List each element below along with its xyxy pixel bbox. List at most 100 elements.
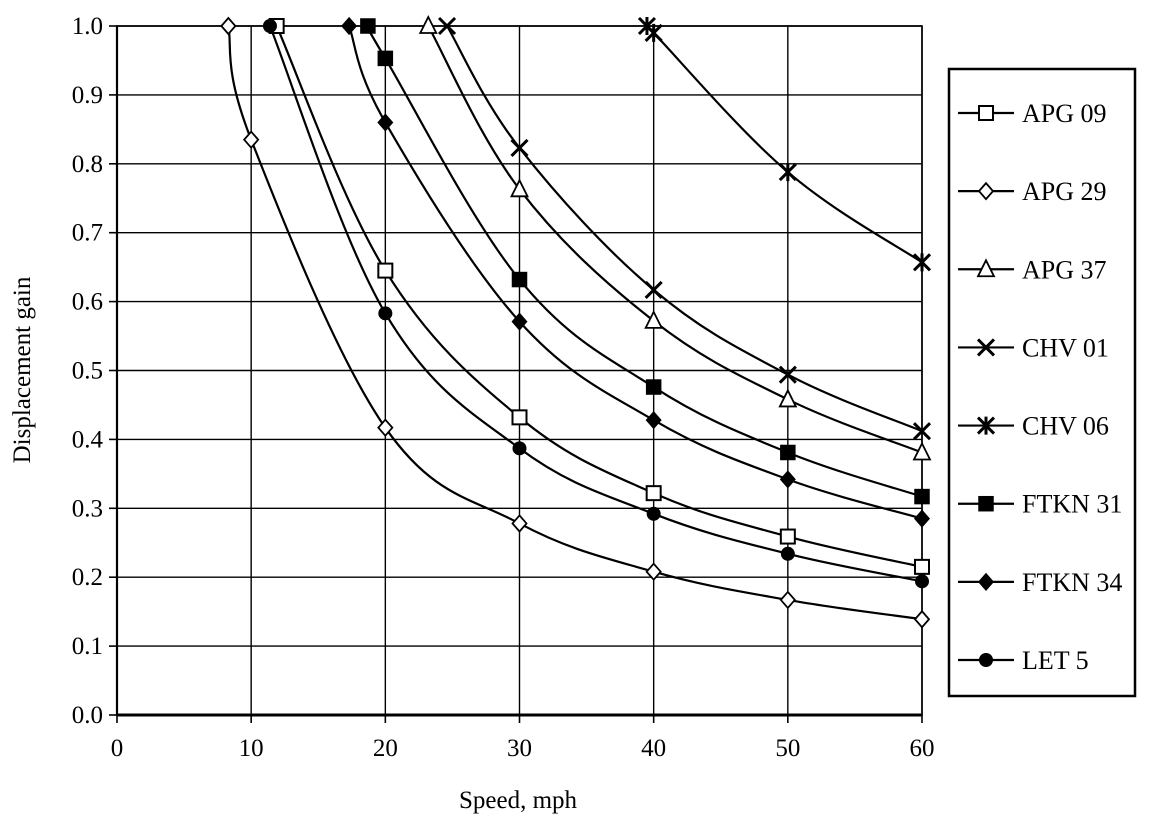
data-point-apg-09 (377, 262, 394, 279)
series-line-apg-37 (427, 25, 923, 454)
series-chv-06 (637, 16, 932, 272)
legend-entry-apg-09: APG 09 (958, 99, 1107, 128)
data-point-ftkn-34 (779, 470, 796, 489)
y-tick-label: 0.0 (72, 702, 103, 729)
y-tick-label: 0.4 (72, 426, 104, 453)
data-point-chv-01 (644, 280, 663, 299)
data-point-apg-29 (511, 514, 528, 533)
series-ftkn-34 (341, 16, 930, 528)
data-point-ftkn-31 (377, 50, 394, 67)
x-tick-label: 0 (111, 735, 124, 762)
series-chv-01 (437, 16, 932, 441)
data-point-let-5 (646, 506, 661, 521)
data-point-apg-09 (645, 485, 662, 502)
legend-entry-apg-29: APG 29 (958, 177, 1107, 206)
x-tick-label: 60 (910, 735, 935, 762)
series-line-ftkn-34 (348, 25, 923, 520)
data-point-apg-37 (418, 14, 438, 34)
data-point-chv-06 (912, 253, 932, 272)
legend-entry-ftkn-34: FTKN 34 (958, 568, 1122, 597)
legend-marker-apg-29 (977, 181, 995, 201)
data-point-apg-09 (511, 409, 528, 426)
series-layer (220, 14, 932, 629)
legend-label: APG 09 (1022, 99, 1107, 128)
data-point-ftkn-34 (645, 410, 662, 430)
y-tick-label: 1.0 (72, 13, 103, 40)
data-point-let-5 (378, 306, 393, 321)
series-apg-09 (268, 18, 930, 575)
y-tick-label: 0.7 (72, 220, 103, 247)
data-point-ftkn-31 (511, 271, 528, 288)
legend-label: APG 29 (1022, 177, 1107, 206)
data-point-ftkn-31 (360, 18, 376, 34)
series-line-apg-09 (275, 25, 923, 568)
data-point-apg-29 (220, 16, 237, 36)
data-point-let-5 (512, 441, 527, 456)
x-tick-label: 40 (641, 735, 666, 762)
legend-entry-ftkn-31: FTKN 31 (958, 490, 1122, 519)
data-point-ftkn-31 (645, 379, 662, 395)
data-point-let-5 (262, 19, 277, 33)
data-point-apg-29 (645, 562, 662, 582)
series-line-apg-29 (227, 25, 923, 621)
x-tick-label: 20 (373, 735, 398, 762)
legend-label: CHV 06 (1022, 412, 1109, 441)
legend-entry-chv-01: CHV 01 (958, 333, 1109, 362)
x-axis-label: Speed, mph (459, 787, 578, 814)
y-tick-label: 0.5 (72, 358, 103, 385)
x-tick-label: 30 (507, 735, 532, 762)
grid (116, 25, 923, 716)
data-point-ftkn-34 (341, 16, 358, 36)
legend-entry-let-5: LET 5 (958, 646, 1089, 675)
y-tick-label: 0.6 (72, 289, 103, 316)
data-point-apg-37 (912, 441, 932, 461)
data-point-chv-01 (510, 138, 529, 158)
data-point-ftkn-34 (377, 113, 394, 132)
data-point-ftkn-34 (914, 509, 930, 528)
x-tick-label: 10 (239, 735, 264, 762)
series-line-chv-06 (639, 18, 923, 264)
y-tick-label: 0.2 (72, 564, 103, 591)
legend-marker-ftkn-31 (978, 495, 994, 512)
series-apg-29 (220, 16, 931, 629)
data-point-apg-29 (377, 418, 394, 438)
legend-label: CHV 01 (1022, 333, 1109, 362)
legend-marker-chv-01 (976, 338, 996, 357)
data-point-apg-37 (644, 309, 664, 329)
legend-label: APG 37 (1022, 255, 1107, 284)
data-point-chv-01 (778, 365, 797, 384)
legend-marker-apg-09 (978, 105, 994, 121)
data-point-chv-06 (778, 163, 797, 182)
series-line-let-5 (268, 25, 923, 583)
series-ftkn-31 (360, 18, 930, 505)
legend-entry-apg-37: APG 37 (958, 255, 1107, 284)
data-point-chv-06 (644, 23, 663, 42)
legend-entry-chv-06: CHV 06 (958, 412, 1109, 441)
data-point-apg-09 (914, 558, 930, 575)
y-tick-label: 0.9 (72, 82, 103, 109)
data-point-let-5 (915, 574, 929, 589)
y-tick-label: 0.3 (72, 495, 103, 522)
data-point-apg-37 (778, 388, 798, 408)
legend-marker-ftkn-34 (978, 572, 994, 591)
legend: APG 09 APG 29 APG 37 CHV 01 CHV 06 FTKN 31 FTK… (947, 67, 1137, 698)
data-point-ftkn-31 (780, 444, 796, 461)
series-let-5 (262, 19, 929, 589)
legend-label: FTKN 31 (1022, 490, 1122, 519)
y-axis-label: Displacement gain (9, 276, 36, 463)
legend-marker-apg-37 (976, 258, 996, 278)
legend-label: FTKN 34 (1022, 568, 1122, 597)
legend-label: LET 5 (1022, 646, 1089, 675)
y-tick-label: 0.1 (72, 633, 103, 660)
data-point-ftkn-31 (914, 488, 930, 505)
data-point-apg-29 (913, 609, 931, 629)
data-point-chv-01 (912, 422, 932, 441)
data-point-apg-09 (779, 528, 796, 545)
y-tick-label: 0.8 (72, 151, 103, 178)
axes: 0.0 0.1 0.2 0.3 0.4 0.5 0.6 0.7 0.8 0.9 1.0 0 10 20 30… (72, 13, 935, 762)
x-tick-label: 50 (775, 735, 800, 762)
data-point-apg-29 (242, 130, 260, 150)
legend-marker-let-5 (979, 653, 993, 667)
data-point-apg-37 (510, 178, 529, 198)
